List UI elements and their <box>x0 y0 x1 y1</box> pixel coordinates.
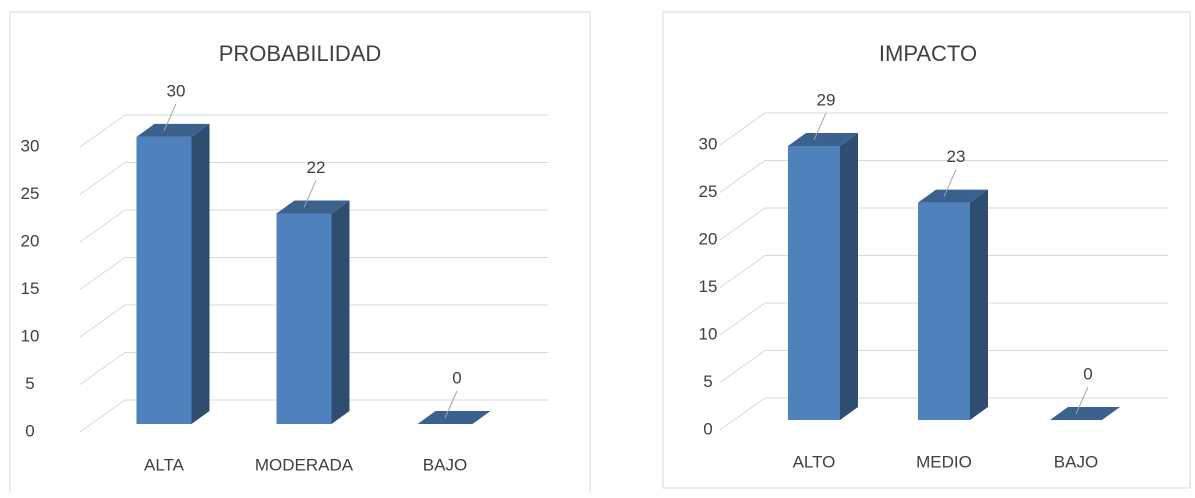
chart-title: PROBABILIDAD <box>219 41 382 66</box>
y-tick-label: 30 <box>21 136 40 155</box>
x-tick-label: ALTA <box>144 455 185 474</box>
y-tick-label: 20 <box>21 231 40 250</box>
grid-line <box>79 352 548 385</box>
bar-front <box>788 145 840 420</box>
leader-line <box>444 390 458 419</box>
bar-top <box>276 200 350 214</box>
bar <box>1050 407 1120 420</box>
bar-front <box>136 136 192 424</box>
bar-side <box>970 189 988 420</box>
bar-top <box>918 189 988 203</box>
y-tick-label: 15 <box>699 277 718 296</box>
data-label: 22 <box>307 158 326 177</box>
y-tick-label: 15 <box>21 279 40 298</box>
bar-top <box>788 132 858 146</box>
data-label: 0 <box>452 368 461 387</box>
y-tick-label: 20 <box>699 229 718 248</box>
y-tick-label: 25 <box>699 182 718 201</box>
bar-top <box>1050 407 1120 420</box>
grid-line <box>719 160 1168 193</box>
bar <box>276 200 350 424</box>
leader-line <box>303 180 317 208</box>
bar-front <box>918 202 970 420</box>
leader-line <box>1075 386 1089 415</box>
x-tick-label: MODERADA <box>255 455 354 474</box>
bar <box>136 123 210 425</box>
leader-line <box>813 112 827 141</box>
x-tick-label: ALTO <box>793 452 836 471</box>
grid-line <box>719 207 1168 241</box>
x-tick-label: BAJO <box>1054 452 1098 471</box>
data-label: 29 <box>817 90 836 109</box>
grid-line <box>719 255 1168 288</box>
data-label: 30 <box>167 81 186 100</box>
grid-line <box>719 112 1168 146</box>
leader-line <box>163 103 177 132</box>
chart-frame <box>9 11 591 498</box>
bar <box>918 189 988 420</box>
leader-line <box>943 169 957 197</box>
grid-line <box>79 209 548 243</box>
chart-frame <box>662 11 1191 489</box>
y-tick-label: 5 <box>703 372 712 391</box>
grid-line <box>79 257 548 290</box>
bar-side <box>191 123 210 425</box>
grid-line <box>79 162 548 195</box>
x-tick-label: BAJO <box>423 455 467 474</box>
y-tick-label: 10 <box>699 324 718 343</box>
bar <box>417 411 491 424</box>
grid-line <box>719 350 1168 383</box>
bar-side <box>331 200 350 424</box>
grid-line <box>79 399 548 433</box>
data-label: 0 <box>1083 364 1092 383</box>
grid-line <box>79 114 548 148</box>
grid-line <box>719 397 1168 431</box>
y-tick-label: 10 <box>21 326 40 345</box>
chart-title: IMPACTO <box>879 41 977 66</box>
grid-line <box>79 304 548 338</box>
y-tick-label: 0 <box>703 419 712 438</box>
data-label: 23 <box>947 147 966 166</box>
bar-top <box>136 123 210 137</box>
bar-front <box>276 213 332 424</box>
bar <box>788 132 858 420</box>
y-tick-label: 5 <box>25 374 34 393</box>
x-tick-label: MEDIO <box>916 452 972 471</box>
grid-line <box>719 302 1168 336</box>
y-tick-label: 30 <box>699 134 718 153</box>
bar-top <box>417 411 491 424</box>
bar-side <box>840 132 858 420</box>
y-tick-label: 0 <box>25 421 34 440</box>
y-tick-label: 25 <box>21 184 40 203</box>
